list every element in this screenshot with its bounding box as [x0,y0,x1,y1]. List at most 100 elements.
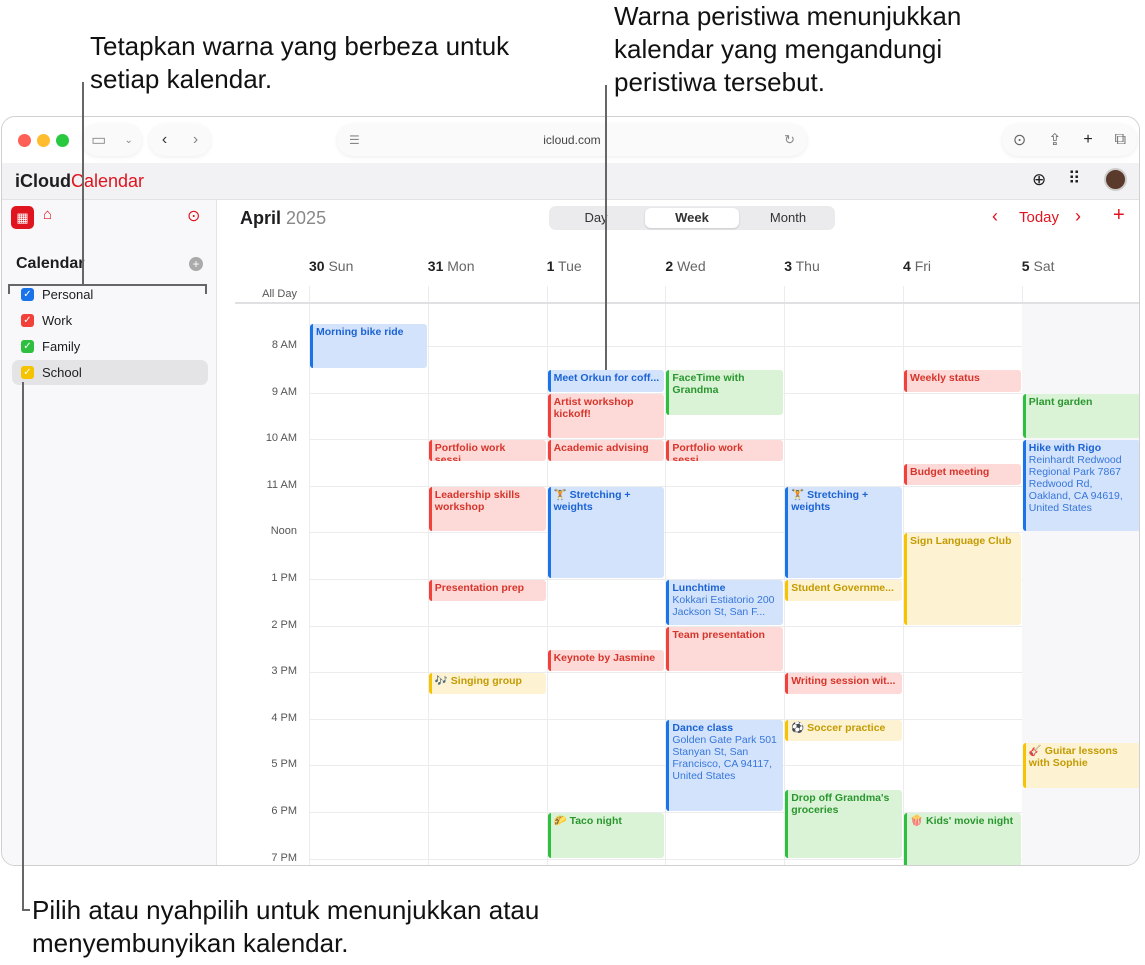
share-icon[interactable]: ⇪ [1048,132,1062,149]
download-icon[interactable]: ⊙ [1012,132,1027,149]
calendar-event[interactable]: Plant garden [1022,393,1139,439]
chevron-down-icon[interactable]: ⌄ [124,134,133,146]
new-event-icon[interactable]: + [1113,204,1125,226]
calendar-event[interactable]: Portfolio work sessi... [666,440,784,462]
today-button[interactable]: Today [1019,209,1060,226]
calendar-event[interactable]: 🎶 Singing group [428,673,546,695]
event-title: Writing session wit... [791,675,896,688]
calendar-event[interactable]: Leadership skills workshop [428,486,546,532]
calendar-event[interactable]: Dance class Golden Gate Park 501 Stanyan … [666,719,784,811]
day-header[interactable]: 2 Wed [665,258,706,274]
calendar-label: Personal [42,287,94,302]
calendar-item-family[interactable]: ✓ Family [12,334,208,359]
url-field[interactable]: icloud.com [543,133,601,147]
add-icon[interactable]: ⊕ [1032,170,1047,189]
calendar-label: Family [42,339,81,354]
calendar-event[interactable]: 🏋️ Stretching + weights [785,486,902,578]
day-header[interactable]: 3 Thu [784,258,820,274]
event-title: 🍿 Kids' movie night [910,815,1014,827]
calendar-label: School [42,365,82,380]
calendar-event[interactable]: Budget meeting [904,463,1021,485]
avatar[interactable] [1104,168,1127,191]
calendar-event[interactable]: Team presentation [666,626,784,672]
hour-label: 10 AM [265,432,297,445]
sidebar-toggle-icon[interactable]: ▭ [91,132,107,149]
forward-icon[interactable]: › [192,131,199,148]
apps-grid-icon[interactable]: ⠿ [1068,169,1081,188]
calendar-checkbox[interactable]: ✓ [21,288,34,301]
calendar-checkbox[interactable]: ✓ [21,314,34,327]
calendar-event[interactable]: 🎸 Guitar lessons with Sophie [1022,743,1139,788]
day-header[interactable]: 31 Mon [427,258,475,274]
close-button[interactable] [18,134,31,147]
add-calendar-icon[interactable]: + [189,257,203,271]
event-title: 🏋️ Stretching + weights [791,488,869,513]
event-title: Artist workshop kickoff! [553,395,634,420]
annotation-calendar-colors: Tetapkan warna yang berbeza untuk setiap… [90,31,510,94]
calendar-event[interactable]: Artist workshop kickoff! [547,393,665,439]
calendar-event[interactable]: Presentation prep [428,580,546,602]
calendar-event[interactable]: Lunchtime Kokkari Estiatorio 200 Jackson … [666,580,784,625]
calendar-event[interactable]: Student Governme... [785,580,902,602]
callout-line [82,82,84,284]
minimize-button[interactable] [37,134,50,147]
calendar-item-work[interactable]: ✓ Work [12,308,208,333]
event-location: Golden Gate Park 501 Stanyan St, San Fra… [672,733,777,782]
calendar-event[interactable]: ⚽ Soccer practice [785,719,902,742]
calendar-event[interactable]: 🍿 Kids' movie night [904,813,1021,865]
view-week[interactable]: Week [645,208,739,228]
event-title: Meet Orkun for coff... [553,372,660,385]
hour-label: 8 AM [271,339,297,351]
event-title: Dance class [672,721,734,734]
calendar-event[interactable]: Meet Orkun for coff... [547,370,665,392]
calendar-event[interactable]: Morning bike ride [310,323,427,369]
calendar-event[interactable]: Academic advising [547,440,665,462]
calendar-event[interactable]: FaceTime with Grandma [666,370,784,415]
calendar-event[interactable]: Drop off Grandma's groceries [785,789,902,858]
calendar-checkbox[interactable]: ✓ [21,340,34,353]
hour-label: 9 AM [271,385,297,398]
calendar-event[interactable]: Hike with Rigo Reinhardt Redwood Regional… [1022,440,1139,532]
hour-label: 7 PM [271,851,297,864]
calendar-item-school[interactable]: ✓ School [12,360,208,385]
day-header[interactable]: 5 Sat [1021,258,1055,274]
inbox-icon[interactable]: ⌂ [43,206,53,223]
calendar-checkbox[interactable]: ✓ [21,366,34,379]
event-title: Plant garden [1028,395,1093,408]
calendar-app-icon[interactable]: ▦ [11,206,34,229]
more-icon[interactable]: ⊙ [187,208,201,225]
event-title: Leadership skills workshop [434,488,521,513]
event-title: Portfolio work sessi... [672,442,743,462]
calendar-event[interactable]: 🌮 Taco night [547,813,665,858]
calendar-event[interactable]: Keynote by Jasmine [547,649,665,672]
view-day[interactable]: Day [584,210,608,225]
hour-label: 4 PM [271,711,297,724]
calendar-event[interactable]: Writing session wit... [785,673,902,695]
calendar-event[interactable]: Sign Language Club [904,533,1021,625]
day-header[interactable]: 30 Sun [309,258,354,274]
reader-icon[interactable]: ☰ [349,133,360,147]
calendar-event[interactable]: Weekly status [904,370,1021,392]
hour-label: 3 PM [271,665,297,678]
event-title: Hike with Rigo [1028,442,1102,455]
new-tab-icon[interactable]: + [1083,131,1093,148]
prev-week-icon[interactable]: ‹ [992,206,998,226]
next-week-icon[interactable]: › [1075,206,1081,226]
calendar-event[interactable]: 🏋️ Stretching + weights [547,486,665,578]
calendar-main: April 2025 Day Week Month ‹ Today › + 30… [217,200,1139,865]
event-location: Kokkari Estiatorio 200 Jackson St, San F… [672,594,775,618]
view-month[interactable]: Month [769,210,807,225]
back-icon[interactable]: ‹ [161,131,168,148]
zoom-button[interactable] [56,134,69,147]
calendar-item-personal[interactable]: ✓ Personal [12,282,208,307]
reload-icon[interactable]: ↻ [784,132,795,147]
day-header[interactable]: 1 Tue [546,258,582,274]
event-title: 🎸 Guitar lessons with Sophie [1028,745,1118,770]
hour-label: Noon [270,525,297,538]
calendar-event[interactable]: Portfolio work sessi... [428,440,546,462]
day-header[interactable]: 4 Fri [903,258,932,274]
calendar-label: Work [42,313,73,328]
tabs-icon[interactable]: ⧉ [1114,131,1127,148]
event-title: 🏋️ Stretching + weights [553,488,631,513]
event-title: Budget meeting [910,465,990,478]
